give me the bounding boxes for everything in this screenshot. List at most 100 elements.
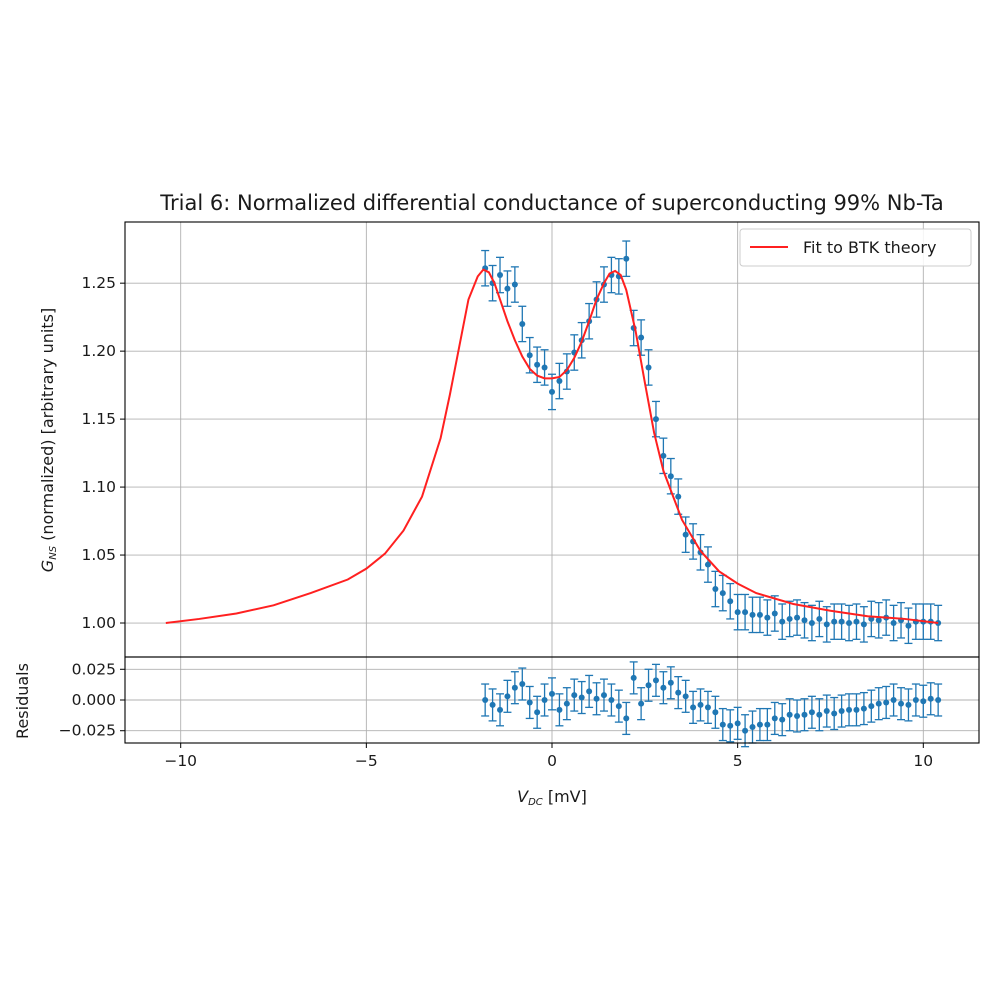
residual-point <box>719 721 726 728</box>
data-point <box>534 361 541 368</box>
y-axis-label-subscript: NS <box>48 545 59 559</box>
data-point <box>504 285 511 292</box>
residual-point <box>660 684 667 691</box>
residual-point <box>638 700 645 707</box>
legend-box <box>739 228 972 267</box>
data-point <box>497 272 504 279</box>
data-point <box>749 611 756 618</box>
x-tick-label: −5 <box>355 752 378 770</box>
residual-point <box>623 715 630 722</box>
main-y-tick-label: 1.10 <box>81 478 116 496</box>
residual-point <box>808 709 815 716</box>
residuals-series <box>481 661 943 748</box>
residual-point <box>927 695 934 702</box>
data-point <box>794 614 801 621</box>
residuals-y-axis-label: Residuals <box>13 663 32 739</box>
x-axis-label-symbol: V <box>517 787 529 806</box>
data-point <box>556 378 563 385</box>
residual-point <box>868 703 875 710</box>
x-axis-label: VDC [mV] <box>517 787 587 808</box>
data-point <box>808 620 815 627</box>
residual-point <box>786 711 793 718</box>
data-point <box>786 615 793 622</box>
main-y-ticks: 1.00 1.05 1.10 1.15 1.20 1.25 <box>81 274 125 632</box>
data-point <box>719 590 726 597</box>
residual-point <box>586 688 593 695</box>
legend-fit-label: Fit to BTK theory <box>803 238 936 257</box>
residual-point <box>764 721 771 728</box>
residuals-y-ticks: −0.025 0.000 0.025 <box>59 660 125 740</box>
main-y-tick-label: 1.20 <box>81 342 116 360</box>
data-point <box>853 618 860 625</box>
residual-point <box>578 694 585 701</box>
y-axis-label-rest: (normalized) [arbitrary units] <box>38 308 57 546</box>
residual-point <box>712 709 719 716</box>
residual-point <box>652 677 659 684</box>
residual-point <box>489 701 496 708</box>
data-point <box>541 364 548 371</box>
residual-point <box>482 697 489 703</box>
data-point <box>660 452 667 459</box>
data-point <box>623 255 630 262</box>
residual-point <box>816 711 823 718</box>
residual-point <box>898 700 905 707</box>
residual-point <box>727 722 734 729</box>
x-tick-label: 5 <box>733 752 743 770</box>
data-point <box>756 611 763 618</box>
data-point <box>905 622 912 629</box>
residual-point <box>860 705 867 712</box>
residual-point <box>883 699 890 706</box>
residuals-y-tick-label: 0.000 <box>72 691 116 709</box>
chart-title: Trial 6: Normalized differential conduct… <box>159 191 943 215</box>
residual-point <box>630 674 637 681</box>
data-point <box>742 609 749 616</box>
data-point <box>675 493 682 500</box>
residual-point <box>556 706 563 713</box>
data-point <box>727 598 734 605</box>
residual-point <box>875 700 882 707</box>
legend: Fit to BTK theory <box>739 228 972 267</box>
residual-point <box>831 710 838 717</box>
residual-point <box>749 724 756 731</box>
residual-point <box>734 720 741 727</box>
x-tick-label: 10 <box>913 752 933 770</box>
residual-point <box>593 695 600 702</box>
y-axis-label: GNS (normalized) [arbitrary units] <box>38 308 59 572</box>
x-ticks: −10 −5 0 5 10 <box>164 743 933 770</box>
residual-point <box>905 701 912 708</box>
data-point <box>638 334 645 341</box>
residual-point <box>779 716 786 723</box>
data-point <box>712 586 719 593</box>
x-tick-label: −10 <box>164 752 197 770</box>
residual-point <box>504 693 511 700</box>
data-point <box>667 473 674 480</box>
y-axis-label-symbol: G <box>38 560 57 572</box>
residual-point <box>756 721 763 728</box>
residual-point <box>645 682 652 689</box>
x-axis-label-unit: [mV] <box>543 787 587 806</box>
residuals-y-tick-label: −0.025 <box>59 722 116 740</box>
residual-point <box>519 681 526 688</box>
data-point <box>860 621 867 628</box>
data-point <box>831 618 838 625</box>
residual-point <box>823 708 830 715</box>
data-point <box>838 618 845 625</box>
residual-point <box>935 697 942 703</box>
residual-point <box>667 679 674 686</box>
main-y-tick-label: 1.15 <box>81 410 116 428</box>
x-axis-label-subscript: DC <box>528 797 543 808</box>
residual-point <box>690 704 697 711</box>
residual-point <box>794 712 801 719</box>
data-point <box>645 364 652 371</box>
residual-point <box>608 697 615 703</box>
data-point <box>511 281 518 288</box>
residual-point <box>549 690 555 697</box>
residual-point <box>511 684 518 691</box>
data-point <box>563 368 570 375</box>
residual-point <box>541 697 548 703</box>
residual-point <box>890 697 897 703</box>
data-point <box>816 615 823 622</box>
x-tick-label: 0 <box>547 752 557 770</box>
fit-line <box>165 268 939 625</box>
